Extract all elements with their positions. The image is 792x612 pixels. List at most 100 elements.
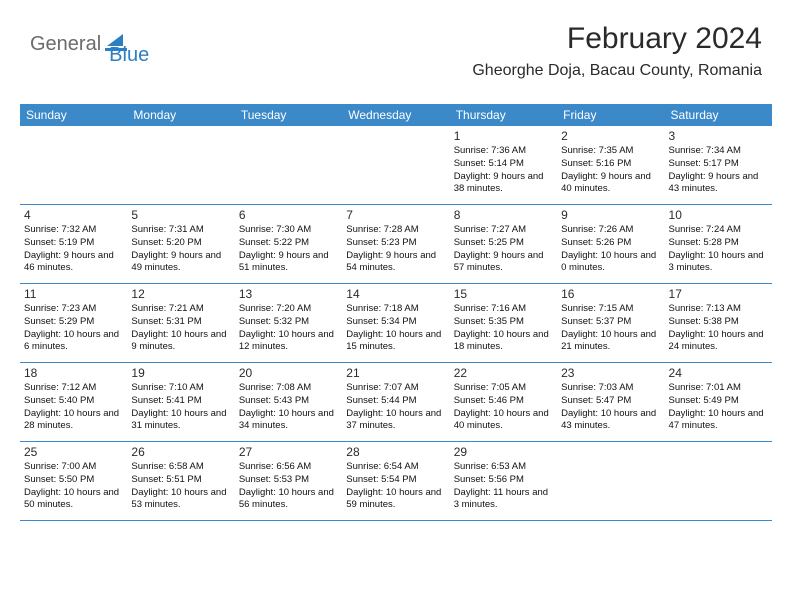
sunrise-line: Sunrise: 7:34 AM [669, 145, 768, 158]
daylight-line: Daylight: 10 hours and 34 minutes. [239, 408, 338, 434]
daylight-line: Daylight: 10 hours and 9 minutes. [131, 329, 230, 355]
sunrise-line: Sunrise: 7:26 AM [561, 224, 660, 237]
calendar-empty-cell [665, 442, 772, 520]
calendar-day-cell: 6Sunrise: 7:30 AMSunset: 5:22 PMDaylight… [235, 205, 342, 283]
sunset-line: Sunset: 5:25 PM [454, 237, 553, 250]
sunset-line: Sunset: 5:38 PM [669, 316, 768, 329]
calendar-day-cell: 18Sunrise: 7:12 AMSunset: 5:40 PMDayligh… [20, 363, 127, 441]
day-number: 17 [669, 287, 768, 301]
day-number: 5 [131, 208, 230, 222]
sunset-line: Sunset: 5:43 PM [239, 395, 338, 408]
day-number: 7 [346, 208, 445, 222]
sunrise-line: Sunrise: 7:27 AM [454, 224, 553, 237]
day-number: 28 [346, 445, 445, 459]
day-number: 8 [454, 208, 553, 222]
sunset-line: Sunset: 5:37 PM [561, 316, 660, 329]
sunrise-line: Sunrise: 7:30 AM [239, 224, 338, 237]
calendar-day-cell: 4Sunrise: 7:32 AMSunset: 5:19 PMDaylight… [20, 205, 127, 283]
calendar-day-cell: 21 Sunrise: 7:07 AMSunset: 5:44 PMDayligh… [342, 363, 449, 441]
calendar-day-cell: 14Sunrise: 7:18 AMSunset: 5:34 PMDayligh… [342, 284, 449, 362]
sunrise-line: Sunrise: 7:01 AM [669, 382, 768, 395]
weekday-header: Wednesday [342, 104, 449, 126]
calendar-week-row: 25Sunrise: 7:00 AMSunset: 5:50 PMDayligh… [20, 442, 772, 521]
calendar-week-row: 11Sunrise: 7:23 AMSunset: 5:29 PMDayligh… [20, 284, 772, 363]
day-number: 22 [454, 366, 553, 380]
sunset-line: Sunset: 5:54 PM [346, 474, 445, 487]
sunrise-line: Sunrise: 6:56 AM [239, 461, 338, 474]
sunrise-line: Sunrise: 7:16 AM [454, 303, 553, 316]
day-number: 26 [131, 445, 230, 459]
sunrise-line: Sunrise: 7:35 AM [561, 145, 660, 158]
logo-text-blue: Blue [109, 44, 149, 67]
calendar-day-cell: 2Sunrise: 7:35 AMSunset: 5:16 PMDaylight… [557, 126, 664, 204]
daylight-line: Daylight: 10 hours and 37 minutes. [346, 408, 445, 434]
sunset-line: Sunset: 5:31 PM [131, 316, 230, 329]
day-number: 14 [346, 287, 445, 301]
sunset-line: Sunset: 5:29 PM [24, 316, 123, 329]
day-number: 21 [346, 366, 445, 380]
logo-text-general: General [30, 33, 101, 56]
day-number: 23 [561, 366, 660, 380]
sunrise-line: Sunrise: 7:03 AM [561, 382, 660, 395]
sunset-line: Sunset: 5:49 PM [669, 395, 768, 408]
day-number: 13 [239, 287, 338, 301]
weekday-header: Monday [127, 104, 234, 126]
day-number: 15 [454, 287, 553, 301]
daylight-line: Daylight: 9 hours and 38 minutes. [454, 171, 553, 197]
daylight-line: Daylight: 9 hours and 40 minutes. [561, 171, 660, 197]
location-subtitle: Gheorghe Doja, Bacau County, Romania [472, 62, 762, 80]
sunrise-line: Sunrise: 7:24 AM [669, 224, 768, 237]
daylight-line: Daylight: 10 hours and 56 minutes. [239, 487, 338, 513]
day-number: 29 [454, 445, 553, 459]
sunrise-line: Sunrise: 7:20 AM [239, 303, 338, 316]
sunset-line: Sunset: 5:19 PM [24, 237, 123, 250]
calendar-empty-cell [20, 126, 127, 204]
sunrise-line: Sunrise: 7:05 AM [454, 382, 553, 395]
daylight-line: Daylight: 11 hours and 3 minutes. [454, 487, 553, 513]
calendar-day-cell: 20Sunrise: 7:08 AMSunset: 5:43 PMDayligh… [235, 363, 342, 441]
daylight-line: Daylight: 10 hours and 6 minutes. [24, 329, 123, 355]
sunset-line: Sunset: 5:47 PM [561, 395, 660, 408]
calendar-day-cell: 22Sunrise: 7:05 AMSunset: 5:46 PMDayligh… [450, 363, 557, 441]
calendar-day-cell: 23 Sunrise: 7:03 AMSunset: 5:47 PMDayligh… [557, 363, 664, 441]
month-year-title: February 2024 [472, 22, 762, 56]
day-number: 10 [669, 208, 768, 222]
sunrise-line: Sunrise: 7:31 AM [131, 224, 230, 237]
calendar-empty-cell [342, 126, 449, 204]
sunset-line: Sunset: 5:28 PM [669, 237, 768, 250]
daylight-line: Daylight: 9 hours and 54 minutes. [346, 250, 445, 276]
sunset-line: Sunset: 5:40 PM [24, 395, 123, 408]
day-number: 11 [24, 287, 123, 301]
calendar-day-cell: 11 Sunrise: 7:23 AMSunset: 5:29 PMDayligh… [20, 284, 127, 362]
daylight-line: Daylight: 10 hours and 43 minutes. [561, 408, 660, 434]
sunrise-line: Sunrise: 6:58 AM [131, 461, 230, 474]
day-number: 9 [561, 208, 660, 222]
calendar-week-row: 1Sunrise: 7:36 AMSunset: 5:14 PMDaylight… [20, 126, 772, 205]
daylight-line: Daylight: 10 hours and 0 minutes. [561, 250, 660, 276]
weekday-header: Friday [557, 104, 664, 126]
daylight-line: Daylight: 10 hours and 47 minutes. [669, 408, 768, 434]
sunset-line: Sunset: 5:16 PM [561, 158, 660, 171]
sunset-line: Sunset: 5:41 PM [131, 395, 230, 408]
sunrise-line: Sunrise: 7:23 AM [24, 303, 123, 316]
daylight-line: Daylight: 9 hours and 46 minutes. [24, 250, 123, 276]
sunrise-line: Sunrise: 7:07 AM [346, 382, 445, 395]
calendar-day-cell: 9 Sunrise: 7:26 AMSunset: 5:26 PMDaylight… [557, 205, 664, 283]
daylight-line: Daylight: 9 hours and 49 minutes. [131, 250, 230, 276]
sunset-line: Sunset: 5:26 PM [561, 237, 660, 250]
brand-logo: General Blue [30, 22, 149, 67]
calendar-week-row: 4Sunrise: 7:32 AMSunset: 5:19 PMDaylight… [20, 205, 772, 284]
calendar-day-cell: 13Sunrise: 7:20 AMSunset: 5:32 PMDayligh… [235, 284, 342, 362]
daylight-line: Daylight: 10 hours and 24 minutes. [669, 329, 768, 355]
sunset-line: Sunset: 5:44 PM [346, 395, 445, 408]
weekday-header: Tuesday [235, 104, 342, 126]
calendar-day-cell: 12Sunrise: 7:21 AMSunset: 5:31 PMDayligh… [127, 284, 234, 362]
sunrise-line: Sunrise: 7:12 AM [24, 382, 123, 395]
sunrise-line: Sunrise: 7:15 AM [561, 303, 660, 316]
calendar-day-cell: 24Sunrise: 7:01 AMSunset: 5:49 PMDayligh… [665, 363, 772, 441]
day-number: 18 [24, 366, 123, 380]
sunrise-line: Sunrise: 7:28 AM [346, 224, 445, 237]
day-number: 19 [131, 366, 230, 380]
calendar-week-row: 18 Sunrise: 7:12 AMSunset: 5:40 PM Dayligh… [20, 363, 772, 442]
daylight-line: Daylight: 10 hours and 15 minutes. [346, 329, 445, 355]
